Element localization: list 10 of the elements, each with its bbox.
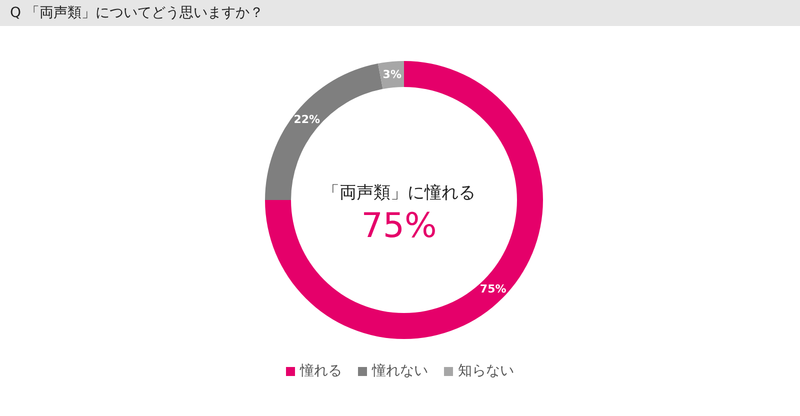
data-label: 3% (382, 68, 402, 82)
donut-slice (265, 61, 543, 339)
data-label: 75% (480, 282, 506, 296)
legend-label: 憧れる (300, 362, 342, 380)
legend-label: 知らない (458, 362, 514, 380)
text: 75% (361, 206, 437, 246)
text: 「両声類」に憧れる (322, 183, 476, 203)
legend-label: 憧れない (372, 362, 428, 380)
data-label: 22% (294, 113, 320, 126)
text: Q 「両声類」についてどう思いますか？ (0, 0, 800, 26)
